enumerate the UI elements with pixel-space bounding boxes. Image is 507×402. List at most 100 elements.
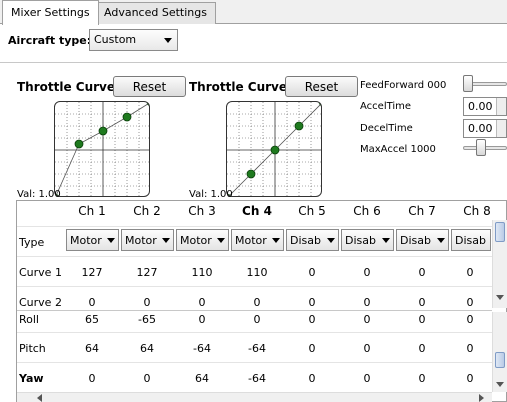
cell-roll-ch3[interactable]: 0: [198, 313, 206, 326]
cell-curve2-ch3[interactable]: 0: [198, 296, 206, 309]
cell-curve1-ch7[interactable]: 0: [418, 266, 426, 279]
cell-curve2-ch2[interactable]: 0: [143, 296, 151, 309]
ch7-type-combo[interactable]: Disab: [396, 229, 449, 251]
cell-pitch-ch6[interactable]: 0: [363, 342, 371, 355]
scroll-left-icon[interactable]: [37, 394, 42, 402]
throttle-curve-1-title: Throttle Curve: [17, 80, 116, 94]
spin-buttons[interactable]: [496, 98, 506, 115]
decel-time-label: DecelTime: [360, 123, 413, 134]
cell-pitch-ch2[interactable]: 64: [140, 342, 154, 355]
cell-pitch-ch1[interactable]: 64: [85, 342, 99, 355]
scroll-down-icon[interactable]: [496, 295, 504, 300]
cell-curve1-ch6[interactable]: 0: [363, 266, 371, 279]
cell-curve1-ch3[interactable]: 110: [191, 266, 213, 279]
column-header-ch4[interactable]: Ch 4: [242, 204, 272, 218]
ch5-type-combo[interactable]: Disab: [286, 229, 339, 251]
feedforward-value: 000: [427, 80, 447, 91]
cell-pitch-ch3[interactable]: -64: [193, 342, 211, 355]
cell-roll-ch6[interactable]: 0: [363, 313, 371, 326]
cell-curve1-ch8[interactable]: 0: [466, 266, 474, 279]
table-row-divider: [17, 362, 492, 363]
scrollbar-thumb[interactable]: [495, 352, 505, 368]
cell-curve1-ch2[interactable]: 127: [136, 266, 158, 279]
scroll-right-icon[interactable]: [479, 394, 484, 402]
column-header-ch8[interactable]: Ch 8: [463, 204, 491, 218]
table-splitter[interactable]: [17, 310, 492, 311]
scrollbar-thumb[interactable]: [495, 222, 505, 242]
row-label-roll: Roll: [19, 313, 39, 326]
cell-pitch-ch7[interactable]: 0: [418, 342, 426, 355]
chevron-down-icon: [164, 38, 172, 43]
cell-curve2-ch5[interactable]: 0: [308, 296, 316, 309]
reset-curve-2-button[interactable]: Reset: [285, 76, 358, 97]
cell-yaw-ch8[interactable]: 0: [466, 372, 474, 385]
chevron-down-icon: [217, 238, 225, 243]
decel-time-spinbox[interactable]: 0.00: [463, 119, 507, 138]
aircraft-type-combo[interactable]: Custom: [89, 29, 178, 51]
cell-pitch-ch5[interactable]: 0: [308, 342, 316, 355]
cell-pitch-ch4[interactable]: -64: [248, 342, 266, 355]
cell-roll-ch8[interactable]: 0: [466, 313, 474, 326]
cell-curve2-ch1[interactable]: 0: [88, 296, 96, 309]
accel-time-value: 0.00: [468, 100, 493, 113]
curve-1-val-label: Val: 1.00: [17, 189, 61, 200]
cell-pitch-ch8[interactable]: 0: [466, 342, 474, 355]
column-header-ch6[interactable]: Ch 6: [353, 204, 381, 218]
column-header-ch5[interactable]: Ch 5: [298, 204, 326, 218]
vertical-scrollbar-bottom[interactable]: [492, 312, 507, 392]
ch3-type-value: Motor: [180, 234, 212, 247]
row-label-type: Type: [19, 236, 45, 249]
cell-yaw-ch2[interactable]: 0: [143, 372, 151, 385]
chevron-down-icon: [162, 238, 170, 243]
ch6-type-value: Disab: [345, 234, 376, 247]
maxaccel-value: 1000: [410, 144, 436, 155]
tab-advanced-settings[interactable]: Advanced Settings: [95, 2, 216, 24]
cell-yaw-ch5[interactable]: 0: [308, 372, 316, 385]
cell-curve2-ch7[interactable]: 0: [418, 296, 426, 309]
cell-yaw-ch3[interactable]: 64: [195, 372, 209, 385]
cell-roll-ch5[interactable]: 0: [308, 313, 316, 326]
tab-bar: Mixer Settings Advanced Settings: [0, 0, 507, 25]
cell-roll-ch1[interactable]: 65: [85, 313, 99, 326]
cell-curve2-ch6[interactable]: 0: [363, 296, 371, 309]
maxaccel-slider-handle[interactable]: [476, 139, 486, 156]
ch6-type-combo[interactable]: Disab: [341, 229, 394, 251]
ch4-type-combo[interactable]: Motor: [231, 229, 284, 251]
cell-curve1-ch4[interactable]: 110: [246, 266, 268, 279]
horizontal-scrollbar[interactable]: [17, 392, 492, 402]
throttle-curve-1-graph[interactable]: [54, 101, 150, 197]
aircraft-type-label: Aircraft type:: [8, 34, 92, 47]
reset-curve-1-button[interactable]: Reset: [113, 76, 186, 97]
ch8-type-combo[interactable]: Disab: [451, 229, 491, 251]
cell-curve2-ch8[interactable]: 0: [466, 296, 474, 309]
column-header-ch2[interactable]: Ch 2: [133, 204, 161, 218]
vertical-scrollbar-top[interactable]: [492, 220, 507, 308]
curve-1-plot: [55, 102, 149, 196]
ch5-type-value: Disab: [290, 234, 321, 247]
cell-yaw-ch1[interactable]: 0: [88, 372, 96, 385]
ch8-type-value: Disab: [455, 234, 486, 247]
throttle-curve-2-graph[interactable]: [226, 101, 322, 197]
cell-roll-ch4[interactable]: 0: [253, 313, 261, 326]
cell-roll-ch2[interactable]: -65: [138, 313, 156, 326]
tab-mixer-settings[interactable]: Mixer Settings: [2, 0, 99, 25]
ch3-type-combo[interactable]: Motor: [176, 229, 229, 251]
scroll-down-icon[interactable]: [496, 382, 504, 387]
column-header-ch7[interactable]: Ch 7: [408, 204, 436, 218]
ch2-type-combo[interactable]: Motor: [121, 229, 174, 251]
ch1-type-combo[interactable]: Motor: [66, 229, 119, 251]
cell-curve1-ch1[interactable]: 127: [81, 266, 103, 279]
column-header-ch1[interactable]: Ch 1: [78, 204, 106, 218]
chevron-down-icon: [437, 238, 445, 243]
cell-curve1-ch5[interactable]: 0: [308, 266, 316, 279]
row-label-pitch: Pitch: [19, 342, 46, 355]
cell-yaw-ch7[interactable]: 0: [418, 372, 426, 385]
cell-yaw-ch4[interactable]: -64: [248, 372, 266, 385]
feedforward-slider-handle[interactable]: [463, 75, 473, 92]
cell-curve2-ch4[interactable]: 0: [253, 296, 261, 309]
cell-roll-ch7[interactable]: 0: [418, 313, 426, 326]
cell-yaw-ch6[interactable]: 0: [363, 372, 371, 385]
column-header-ch3[interactable]: Ch 3: [188, 204, 216, 218]
accel-time-spinbox[interactable]: 0.00: [463, 97, 507, 116]
spin-buttons[interactable]: [496, 120, 506, 137]
